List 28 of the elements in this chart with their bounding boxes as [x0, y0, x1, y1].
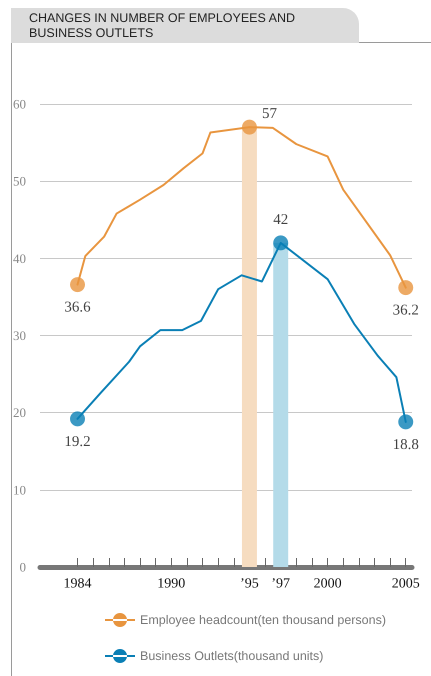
data-label: 19.2	[64, 434, 91, 450]
data-label: 36.6	[64, 300, 92, 316]
point	[273, 235, 288, 250]
y-tick-label: 50	[13, 174, 26, 189]
point	[398, 414, 414, 430]
x-tick-label: ’95	[240, 576, 259, 592]
y-tick-label: 10	[13, 482, 26, 498]
x-tick-label: 2005	[392, 576, 420, 592]
data-label: 42	[273, 212, 288, 228]
point	[70, 411, 86, 426]
data-label: 18.8	[392, 436, 419, 453]
y-tick-label: 0	[20, 560, 26, 574]
y-tick-label: 60	[13, 96, 26, 112]
x-tick-label: ’97	[271, 576, 290, 592]
y-tick-label: 30	[13, 328, 26, 343]
point	[398, 280, 414, 296]
x-tick-label: 2000	[314, 576, 342, 592]
legend-label: Business Outlets(thousand units)	[140, 649, 324, 663]
data-label: 36.2	[392, 302, 419, 319]
legend-label: Employee headcount(ten thousand persons)	[140, 613, 386, 627]
y-tick-label: 40	[13, 250, 26, 266]
x-tick-label: 1990	[157, 576, 186, 592]
y-tick-label: 20	[13, 405, 26, 420]
x-tick-label: 1984	[64, 576, 92, 592]
data-label: 57	[262, 106, 278, 122]
point	[70, 277, 86, 292]
point	[242, 120, 257, 135]
chart-title: CHANGES IN NUMBER OF EMPLOYEES AND BUSINESS OUTLETS	[11, 8, 359, 43]
